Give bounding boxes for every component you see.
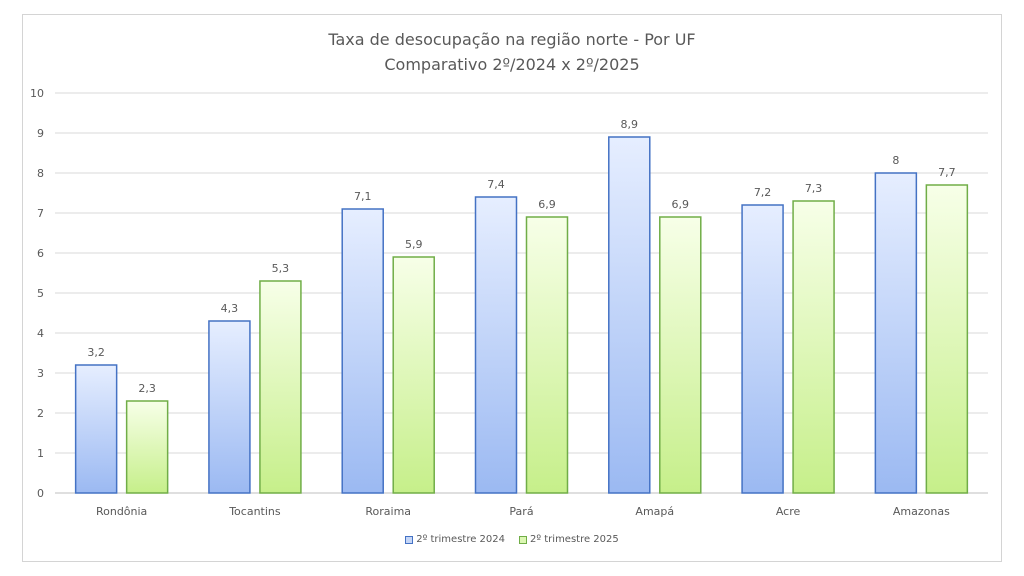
bar-2024: [741, 204, 784, 494]
bar-2025: [125, 400, 169, 494]
x-tick-label: Acre: [776, 505, 801, 518]
bar-2025: [925, 184, 969, 494]
y-tick-label: 7: [37, 207, 44, 220]
legend-item-2025: 2º trimestre 2025: [519, 534, 619, 545]
legend-label-2025: 2º trimestre 2025: [530, 534, 619, 545]
data-label: 2,3: [138, 382, 156, 395]
data-label: 7,4: [487, 178, 505, 191]
data-label: 8: [892, 154, 899, 167]
chart-title: Taxa de desocupação na região norte - Po…: [328, 30, 696, 49]
data-label: 8,9: [621, 118, 639, 131]
data-label: 7,1: [354, 190, 372, 203]
x-tick-label: Pará: [509, 505, 533, 518]
data-label: 6,9: [538, 198, 556, 211]
data-label: 5,3: [272, 262, 290, 275]
bar-2024: [74, 364, 118, 494]
bar-2025: [525, 216, 569, 494]
data-label: 7,2: [754, 186, 772, 199]
x-tick-label: Roraima: [365, 505, 411, 518]
y-tick-label: 1: [37, 447, 44, 460]
bar-2025: [792, 200, 835, 494]
x-tick-label: Tocantins: [228, 505, 281, 518]
data-label: 4,3: [221, 302, 239, 315]
data-label: 7,3: [805, 182, 823, 195]
bar-2024: [208, 320, 251, 494]
y-tick-label: 8: [37, 167, 44, 180]
x-tick-label: Amapá: [635, 505, 674, 518]
y-tick-label: 4: [37, 327, 44, 340]
legend-item-2024: 2º trimestre 2024: [405, 534, 505, 545]
data-label: 6,9: [672, 198, 690, 211]
data-label: 7,7: [938, 166, 956, 179]
y-tick-label: 2: [37, 407, 44, 420]
bar-2025: [259, 280, 302, 494]
legend-swatch-2024: [405, 535, 414, 544]
x-tick-label: Amazonas: [893, 505, 950, 518]
legend-swatch-2025: [519, 535, 527, 544]
y-tick-label: 9: [37, 127, 44, 140]
y-tick-label: 6: [37, 247, 44, 260]
y-tick-label: 3: [37, 367, 44, 380]
y-tick-label: 10: [30, 87, 44, 100]
chart-subtitle: Comparativo 2º/2024 x 2º/2025: [384, 55, 640, 74]
bar-2025: [659, 216, 702, 494]
y-tick-label: 0: [37, 487, 44, 500]
bar-2025: [392, 256, 435, 494]
y-tick-label: 5: [37, 287, 44, 300]
data-label: 3,2: [87, 346, 105, 359]
chart-legend: 2º trimestre 2024 2º trimestre 2025: [0, 534, 1024, 545]
x-tick-label: Rondônia: [96, 505, 147, 518]
bar-2024: [608, 136, 651, 494]
data-label: 5,9: [405, 238, 423, 251]
legend-label-2024: 2º trimestre 2024: [416, 534, 505, 545]
bar-2024: [341, 208, 384, 494]
bar-2024: [874, 172, 918, 494]
bar-2024: [474, 196, 518, 494]
